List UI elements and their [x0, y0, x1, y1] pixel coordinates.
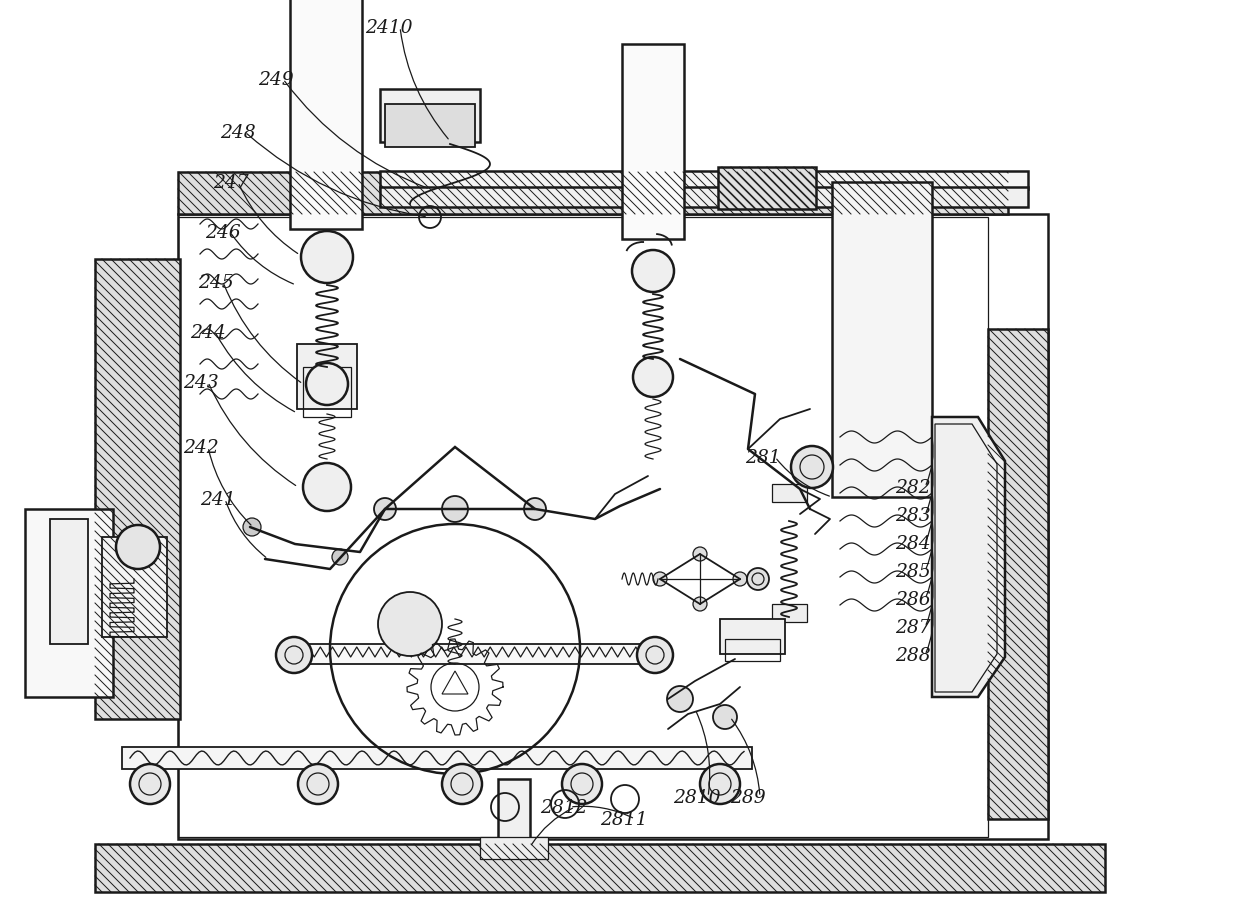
Text: 289: 289 — [730, 789, 765, 806]
Bar — [179, 215, 1048, 839]
Circle shape — [441, 496, 467, 522]
Circle shape — [306, 364, 348, 405]
Bar — [379, 187, 1028, 208]
Text: 282: 282 — [895, 479, 931, 496]
Circle shape — [791, 447, 833, 489]
Text: 288: 288 — [895, 646, 931, 664]
Bar — [498, 779, 529, 847]
Text: 281: 281 — [745, 448, 781, 467]
Text: 243: 243 — [184, 374, 218, 391]
Bar — [725, 640, 780, 662]
Bar — [179, 173, 1008, 215]
Circle shape — [130, 765, 170, 804]
Text: 286: 286 — [895, 590, 931, 608]
Polygon shape — [932, 417, 1004, 698]
Circle shape — [653, 573, 667, 586]
Bar — [480, 837, 548, 859]
Circle shape — [525, 498, 546, 520]
Bar — [281, 644, 657, 664]
Bar — [50, 519, 88, 644]
Circle shape — [298, 765, 339, 804]
Circle shape — [713, 705, 737, 729]
Bar — [102, 538, 167, 637]
Bar — [95, 844, 1105, 892]
Circle shape — [562, 765, 601, 804]
Circle shape — [374, 498, 396, 520]
Circle shape — [693, 548, 707, 562]
Text: 2810: 2810 — [673, 789, 720, 806]
Bar — [832, 183, 932, 497]
Bar — [773, 605, 807, 622]
Circle shape — [637, 637, 673, 674]
Circle shape — [667, 686, 693, 712]
Text: 2812: 2812 — [539, 798, 588, 816]
Text: 287: 287 — [895, 618, 931, 636]
Bar — [622, 45, 684, 240]
Bar — [379, 90, 480, 142]
Circle shape — [632, 357, 673, 398]
Circle shape — [632, 251, 675, 292]
Circle shape — [243, 518, 260, 537]
Text: 284: 284 — [895, 535, 931, 552]
Bar — [303, 368, 351, 417]
Text: 245: 245 — [198, 274, 233, 291]
Bar — [720, 619, 785, 654]
Bar — [290, 0, 362, 230]
Bar — [773, 484, 807, 503]
Text: 248: 248 — [219, 124, 255, 142]
Circle shape — [378, 593, 441, 656]
Circle shape — [733, 573, 746, 586]
Circle shape — [701, 765, 740, 804]
Circle shape — [746, 568, 769, 590]
Text: 283: 283 — [895, 506, 931, 525]
Bar — [988, 330, 1048, 819]
Text: 246: 246 — [205, 223, 241, 242]
Bar — [298, 345, 357, 410]
Bar — [384, 105, 475, 148]
Circle shape — [332, 550, 348, 565]
Bar — [122, 747, 751, 769]
Text: 249: 249 — [258, 71, 294, 89]
Circle shape — [301, 232, 353, 284]
Text: 247: 247 — [213, 174, 249, 192]
Circle shape — [441, 765, 482, 804]
Bar — [379, 172, 1028, 190]
Bar — [718, 168, 816, 210]
Bar — [25, 509, 113, 698]
Text: 2811: 2811 — [600, 811, 647, 828]
Text: 244: 244 — [190, 323, 226, 342]
Text: 285: 285 — [895, 562, 931, 581]
Circle shape — [117, 526, 160, 570]
Text: 2410: 2410 — [365, 19, 413, 37]
Bar — [95, 260, 180, 720]
Text: 242: 242 — [184, 438, 218, 457]
Circle shape — [303, 463, 351, 512]
Text: 241: 241 — [200, 491, 236, 508]
Circle shape — [277, 637, 312, 674]
Circle shape — [693, 597, 707, 611]
Bar — [179, 218, 988, 837]
